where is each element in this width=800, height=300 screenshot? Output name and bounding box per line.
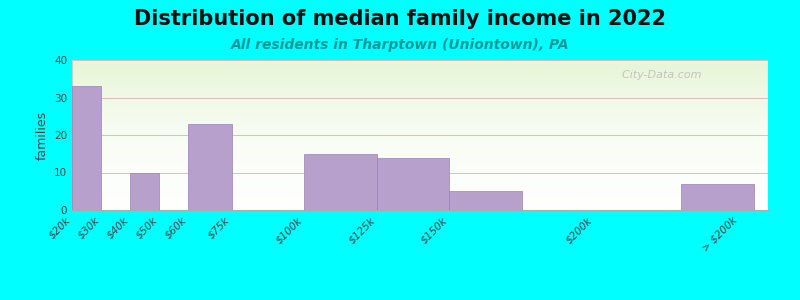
Bar <box>681 184 754 210</box>
Bar <box>449 191 522 210</box>
Text: Distribution of median family income in 2022: Distribution of median family income in … <box>134 9 666 29</box>
Text: City-Data.com: City-Data.com <box>615 70 702 80</box>
Text: All residents in Tharptown (Uniontown), PA: All residents in Tharptown (Uniontown), … <box>230 38 570 52</box>
Bar <box>130 172 159 210</box>
Bar <box>188 124 231 210</box>
Bar <box>72 86 101 210</box>
Y-axis label: families: families <box>35 110 49 160</box>
Bar <box>304 154 377 210</box>
Bar <box>377 158 449 210</box>
